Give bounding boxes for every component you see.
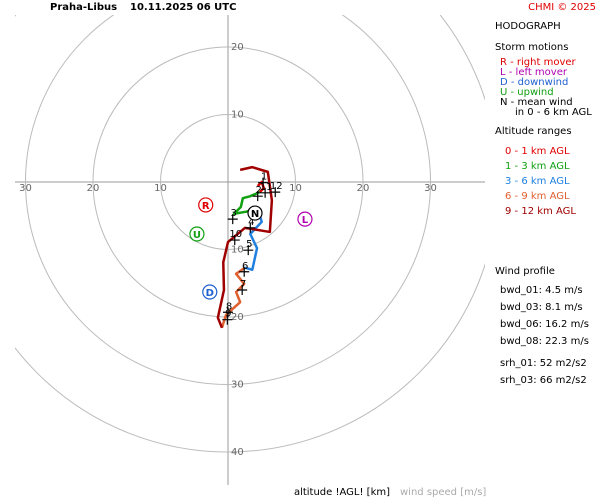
altitude-label: 4 xyxy=(248,217,254,228)
altitude-label: 10 xyxy=(229,229,242,240)
ring-label: 10 xyxy=(289,183,302,194)
wind-profile-item: srh_03: 66 m2/s2 xyxy=(500,375,587,386)
ring-label: 30 xyxy=(19,183,32,194)
range-ring xyxy=(15,15,485,453)
ring-label: 30 xyxy=(231,380,244,391)
altitude-marker xyxy=(223,307,233,318)
storm-motion-label: R xyxy=(202,201,210,212)
ring-label: 40 xyxy=(231,447,244,458)
altitude-marker xyxy=(243,245,254,256)
station: Praha-Libus xyxy=(50,2,117,13)
legend-title: Wind profile xyxy=(495,266,555,277)
range-ring xyxy=(160,114,296,250)
hodograph-trace xyxy=(216,165,274,329)
ring-label: 10 xyxy=(154,183,167,194)
altitude-marker xyxy=(227,214,238,225)
legend-note: in 0 - 6 km AGL xyxy=(515,107,592,118)
range-ring xyxy=(25,15,431,385)
y-label: wind speed [m/s] xyxy=(400,487,486,498)
hodograph-trace xyxy=(220,266,246,329)
altitude-marker xyxy=(237,285,248,295)
ring-label: 30 xyxy=(424,183,437,194)
storm-motion xyxy=(189,226,205,242)
wind-profile-item: bwd_08: 22.3 m/s xyxy=(500,336,589,347)
hodograph-trace xyxy=(232,190,261,215)
altitude-marker xyxy=(239,266,250,277)
wind-profile-item: bwd_06: 16.2 m/s xyxy=(500,319,589,330)
altitude-marker xyxy=(258,177,269,188)
legend-item: D - downwind xyxy=(500,77,568,88)
legend-item: R - right mover xyxy=(500,57,577,68)
altitude-marker xyxy=(260,187,271,198)
altitude-marker xyxy=(252,191,263,202)
legend-title: Altitude ranges xyxy=(495,126,572,137)
credit: CHMI © 2025 xyxy=(528,2,596,13)
x-label: altitude !AGL! [km] xyxy=(294,487,390,498)
altitude-marker xyxy=(222,314,233,325)
legend-item: 0 - 1 km AGL xyxy=(505,146,570,157)
wind-profile-item: bwd_01: 4.5 m/s xyxy=(500,285,583,296)
ring-label: 20 xyxy=(357,183,370,194)
legend-item: 9 - 12 km AGL xyxy=(505,206,576,217)
altitude-label: 5 xyxy=(246,239,252,250)
altitude-label: 9 xyxy=(225,309,231,320)
ring-label: 10 xyxy=(231,110,244,121)
legend-item: 1 - 3 km AGL xyxy=(505,161,570,172)
altitude-label: 1 xyxy=(261,172,267,183)
chart-title: HODOGRAPH xyxy=(495,21,561,32)
altitude-label: 3 xyxy=(231,208,237,219)
storm-motion-label: D xyxy=(206,288,214,299)
storm-motion xyxy=(297,211,313,227)
altitude-label: 8 xyxy=(226,301,232,312)
wind-profile-item: bwd_03: 8.1 m/s xyxy=(500,302,583,313)
storm-motion xyxy=(198,197,214,213)
altitude-marker xyxy=(229,235,240,246)
altitude-label: 11 xyxy=(260,182,273,193)
ring-label: 20 xyxy=(231,312,244,323)
wind-profile-item: srh_01: 52 m2/s2 xyxy=(500,358,587,369)
ring-label: 20 xyxy=(231,42,244,53)
storm-motion xyxy=(247,205,263,221)
legend-item: 6 - 9 km AGL xyxy=(505,191,570,202)
ring-label: 10 xyxy=(231,245,244,256)
storm-motion-label: N xyxy=(251,209,259,220)
altitude-label: 6 xyxy=(242,261,248,272)
legend-title: Storm motions xyxy=(495,42,568,53)
legend-item: L - left mover xyxy=(500,67,568,78)
legend-item: U - upwind xyxy=(500,87,554,98)
legend-item: 3 - 6 km AGL xyxy=(505,176,570,187)
legend-item: N - mean wind xyxy=(500,97,573,108)
altitude-label: 7 xyxy=(240,279,246,290)
altitude-marker xyxy=(245,222,256,233)
time: 10.11.2025 06 UTC xyxy=(130,2,236,13)
storm-motion xyxy=(202,284,218,300)
storm-motion-label: U xyxy=(193,230,201,241)
altitude-label: 2 xyxy=(256,185,262,196)
ring-label: 20 xyxy=(87,183,100,194)
altitude-label: 12 xyxy=(270,181,283,192)
hodograph-trace xyxy=(244,207,263,271)
altitude-marker xyxy=(270,187,281,198)
storm-motion-label: L xyxy=(302,215,309,226)
